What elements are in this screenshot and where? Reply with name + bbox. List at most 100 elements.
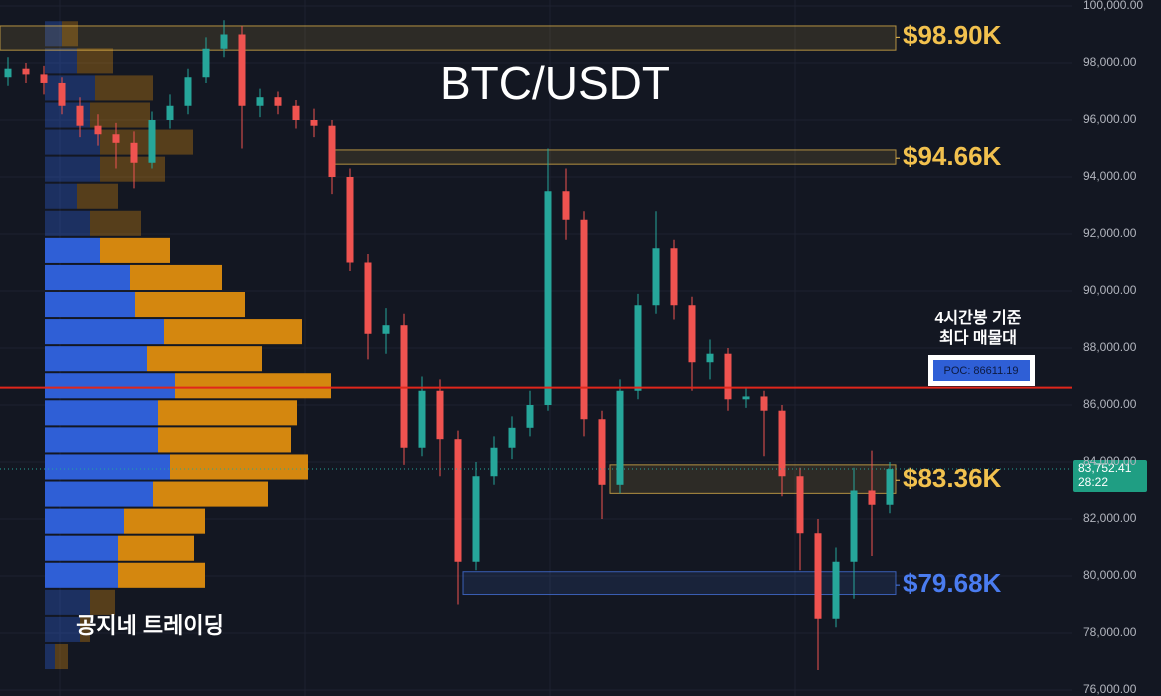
candle-body [616, 390, 624, 485]
profile-sell-bar [158, 400, 297, 426]
countdown: 28:22 [1078, 475, 1108, 489]
profile-buy-bar [45, 400, 158, 426]
y-tick-label: 84,000.00 [1083, 454, 1137, 468]
profile-sell-bar [90, 589, 115, 615]
candle-body [310, 120, 318, 126]
candle-body [256, 97, 264, 106]
profile-sell-bar [95, 75, 153, 101]
candle-body [598, 419, 606, 485]
candle-body [544, 191, 552, 405]
candle-body [4, 68, 12, 78]
y-tick-label: 92,000.00 [1083, 226, 1137, 240]
profile-buy-bar [45, 616, 80, 642]
profile-sell-bar [80, 616, 90, 642]
profile-buy-bar [45, 562, 118, 588]
y-tick-label: 98,000.00 [1083, 55, 1137, 69]
current-price-label: 83,752.41 [1078, 461, 1132, 475]
profile-buy-bar [45, 129, 100, 155]
y-tick-label: 94,000.00 [1083, 169, 1137, 183]
candle-body [436, 390, 444, 440]
profile-sell-bar [164, 319, 302, 345]
candle-body [166, 105, 174, 120]
profile-buy-bar [45, 535, 118, 561]
price-zone [334, 149, 897, 165]
profile-buy-bar [45, 48, 77, 74]
y-tick-label: 100,000.00 [1083, 0, 1143, 12]
current-price-tag [1073, 460, 1147, 493]
price-level-label: $98.90K [903, 20, 1002, 50]
y-tick-label: 86,000.00 [1083, 397, 1137, 411]
profile-buy-bar [45, 373, 175, 399]
candle-body [796, 476, 804, 534]
profile-sell-bar [90, 210, 141, 236]
candle-body [382, 325, 390, 334]
profile-buy-bar [45, 21, 62, 47]
candle-body [130, 142, 138, 163]
profile-buy-bar [45, 75, 95, 101]
y-tick-label: 96,000.00 [1083, 112, 1137, 126]
candle-body [670, 248, 678, 306]
profile-buy-bar [45, 508, 124, 534]
profile-buy-bar [45, 319, 164, 345]
candle-body [472, 476, 480, 562]
profile-sell-bar [118, 562, 205, 588]
candle-body [814, 533, 822, 619]
profile-sell-bar [130, 264, 222, 290]
candle-body [148, 120, 156, 163]
profile-sell-bar [62, 21, 78, 47]
profile-buy-bar [45, 183, 77, 209]
candle-body [508, 427, 516, 448]
profile-sell-bar [135, 292, 245, 318]
candle-body [580, 219, 588, 420]
profile-sell-bar [118, 535, 194, 561]
profile-sell-bar [100, 237, 170, 263]
candle-body [526, 405, 534, 428]
y-tick-label: 80,000.00 [1083, 568, 1137, 582]
candle-body [328, 125, 336, 177]
candle-body [652, 248, 660, 306]
candles [4, 20, 894, 671]
profile-sell-bar [170, 454, 308, 480]
price-level-label: $83.36K [903, 463, 1002, 493]
candle-body [760, 396, 768, 411]
candle-body [274, 97, 282, 106]
profile-buy-bar [45, 481, 153, 507]
poc-note: 4시간봉 기준 [935, 309, 1022, 327]
volume-profile [45, 21, 331, 670]
candle-body [742, 396, 750, 400]
profile-buy-bar [45, 589, 90, 615]
profile-sell-bar [77, 48, 113, 74]
chart-title: BTC/USDT [440, 57, 670, 109]
poc-note: 최다 매물대 [939, 328, 1017, 347]
price-level-label: $94.66K [903, 141, 1002, 171]
candle-body [706, 353, 714, 363]
profile-buy-bar [45, 210, 90, 236]
candle-body [22, 68, 30, 75]
candle-body [850, 490, 858, 562]
candle-body [220, 34, 228, 49]
profile-sell-bar [55, 643, 68, 670]
profile-sell-bar [158, 427, 291, 453]
candle-body [832, 561, 840, 619]
profile-sell-bar [175, 373, 331, 399]
profile-sell-bar [147, 346, 262, 372]
candle-body [688, 305, 696, 363]
candle-body [634, 305, 642, 391]
price-zone [609, 464, 897, 494]
profile-buy-bar [45, 156, 100, 182]
poc-box [933, 360, 1030, 381]
candle-body [724, 353, 732, 400]
profile-sell-bar [124, 508, 205, 534]
y-tick-label: 82,000.00 [1083, 511, 1137, 525]
profile-sell-bar [77, 183, 118, 209]
candle-body [400, 325, 408, 448]
candle-body [490, 447, 498, 477]
profile-sell-bar [90, 102, 150, 128]
y-tick-label: 76,000.00 [1083, 682, 1137, 696]
profile-sell-bar [153, 481, 268, 507]
candle-body [886, 469, 894, 505]
candle-body [454, 439, 462, 562]
candle-body [364, 262, 372, 334]
